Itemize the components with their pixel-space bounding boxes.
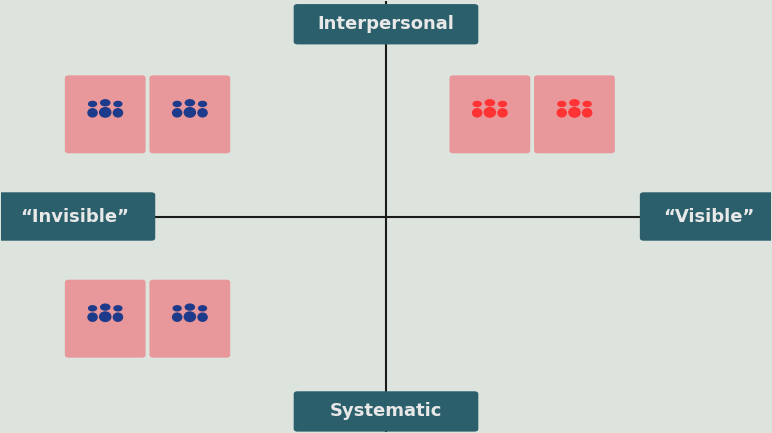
Ellipse shape [583,109,591,117]
Ellipse shape [473,101,481,107]
FancyBboxPatch shape [293,391,479,432]
Ellipse shape [557,109,567,117]
Ellipse shape [472,109,482,117]
Ellipse shape [583,101,591,107]
Ellipse shape [114,306,122,311]
Ellipse shape [498,109,507,117]
Ellipse shape [114,101,122,107]
Ellipse shape [558,101,566,107]
Text: “Invisible”: “Invisible” [20,207,129,226]
Ellipse shape [198,306,206,311]
Ellipse shape [173,101,181,107]
FancyBboxPatch shape [449,75,530,153]
Ellipse shape [113,313,123,321]
Ellipse shape [185,312,195,321]
Ellipse shape [570,100,579,106]
Ellipse shape [198,313,207,321]
FancyBboxPatch shape [65,280,146,358]
Text: “Visible”: “Visible” [663,207,755,226]
Ellipse shape [484,108,496,117]
Ellipse shape [89,101,96,107]
Ellipse shape [88,313,97,321]
FancyBboxPatch shape [293,4,479,45]
Ellipse shape [113,109,123,117]
Ellipse shape [173,313,181,321]
FancyBboxPatch shape [150,75,230,153]
FancyBboxPatch shape [534,75,615,153]
Ellipse shape [185,100,195,106]
Text: Systematic: Systematic [330,402,442,420]
FancyBboxPatch shape [0,192,155,241]
FancyBboxPatch shape [150,280,230,358]
FancyBboxPatch shape [65,75,146,153]
Ellipse shape [569,108,580,117]
Ellipse shape [173,109,181,117]
Ellipse shape [185,304,195,310]
Ellipse shape [100,100,110,106]
Ellipse shape [499,101,506,107]
Ellipse shape [198,109,207,117]
Ellipse shape [486,100,494,106]
Text: Interpersonal: Interpersonal [317,15,455,33]
FancyBboxPatch shape [640,192,772,241]
Ellipse shape [100,312,111,321]
Ellipse shape [185,108,195,117]
Ellipse shape [100,304,110,310]
Ellipse shape [173,306,181,311]
Ellipse shape [89,306,96,311]
Ellipse shape [88,109,97,117]
Ellipse shape [100,108,111,117]
Ellipse shape [198,101,206,107]
